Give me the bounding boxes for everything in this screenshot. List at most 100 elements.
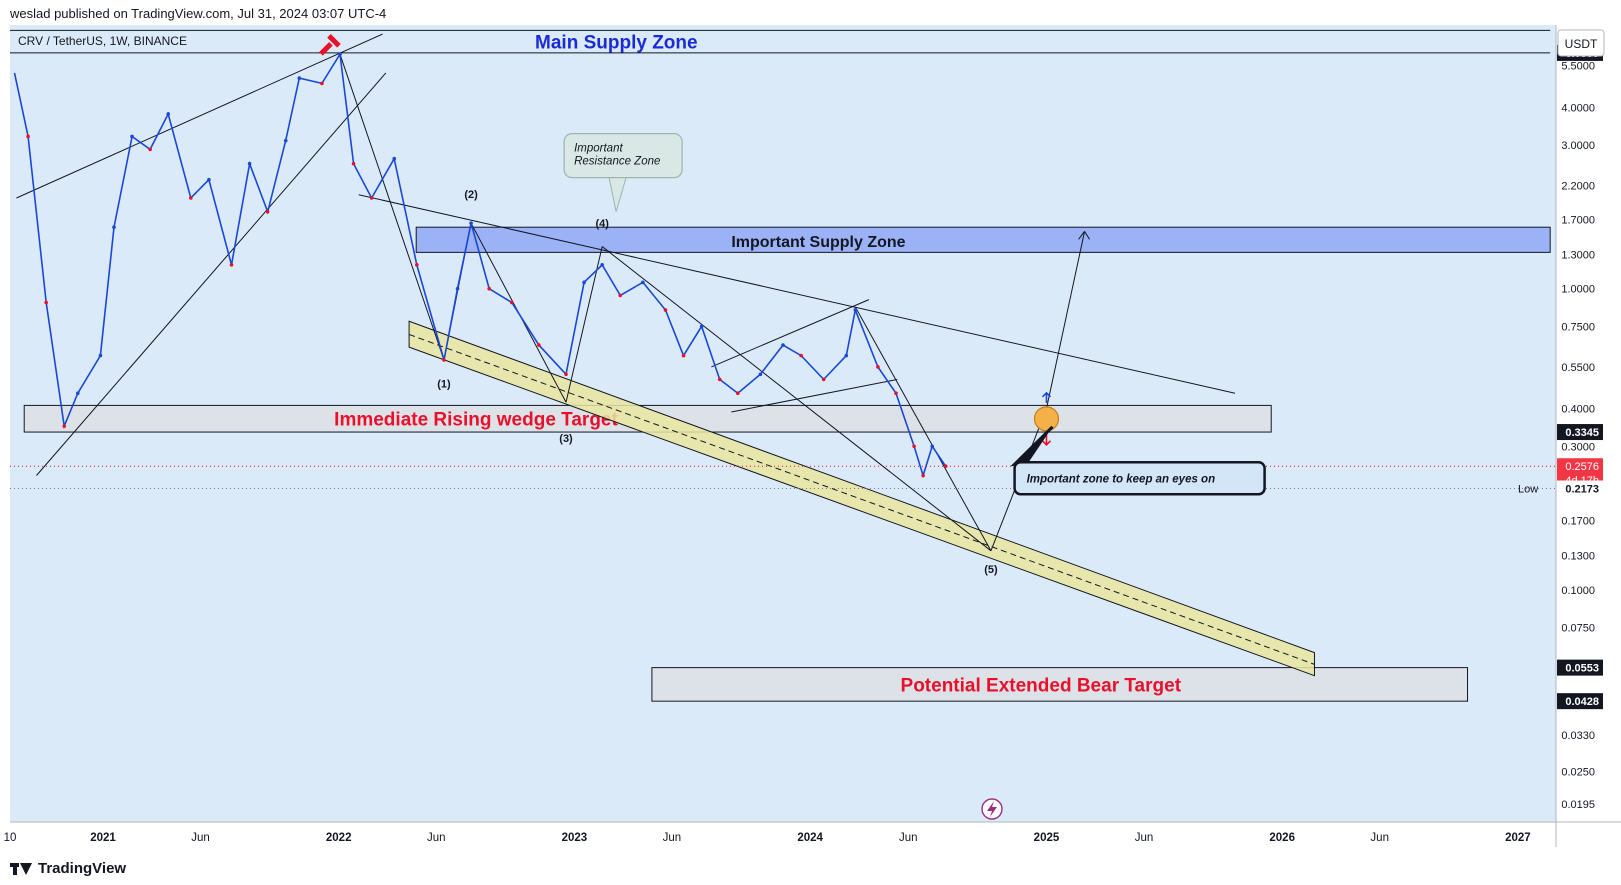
price-point	[853, 308, 858, 312]
wave-label: (3)	[559, 433, 573, 445]
trendline	[16, 33, 383, 199]
price-point	[148, 147, 152, 152]
wave-label: (5)	[984, 564, 998, 576]
price-point	[564, 372, 568, 377]
y-tick-label: 1.7000	[1561, 214, 1595, 226]
y-tick-label: 0.0195	[1561, 799, 1595, 811]
price-point	[247, 161, 252, 166]
trendline	[1045, 231, 1086, 409]
price-point	[844, 353, 849, 358]
zone-box	[651, 667, 1469, 702]
up-arrow-icon	[1041, 391, 1052, 403]
price-axis[interactable]: 5.5000 4.0000 3.0000 2.2000 1.7000 1.3000 1.00…	[1518, 44, 1603, 811]
price-point	[735, 391, 740, 396]
trendline	[854, 306, 992, 552]
y-tick-label: 0.4000	[1561, 404, 1595, 416]
callout-box	[563, 133, 683, 179]
price-point	[717, 377, 722, 382]
zones-layer: Main Supply Zone Important Supply Zone Imm…	[10, 29, 1551, 702]
price-point	[894, 391, 898, 396]
x-tick-label: Jun	[191, 832, 210, 844]
price-point	[351, 161, 356, 166]
tradingview-logo[interactable]: TradingView	[10, 860, 126, 877]
price-point	[112, 225, 116, 229]
x-tick-label: Jun	[663, 832, 682, 844]
callout-text: Resistance Zone	[574, 156, 660, 168]
price-point	[943, 464, 948, 469]
descending-channel	[408, 320, 1315, 677]
price-point	[663, 308, 668, 312]
price-point	[166, 112, 171, 116]
callout-box	[1013, 461, 1266, 496]
price-tag-label: 0.3345	[1565, 427, 1599, 439]
x-tick-label: Jun	[427, 832, 446, 844]
trendline	[565, 246, 603, 403]
trendline	[339, 54, 445, 361]
price-point	[320, 81, 324, 86]
projection-arrowhead	[1078, 231, 1091, 240]
zone-label: Potential Extended Bear Target	[901, 675, 1182, 696]
price-layer	[10, 51, 1556, 490]
price-point	[799, 353, 803, 358]
y-tick-label: 0.3000	[1561, 441, 1595, 453]
x-tick-label: 2024	[797, 832, 823, 844]
price-tag	[1557, 659, 1603, 676]
price-point	[26, 134, 30, 139]
y-tick-label: 0.1000	[1561, 585, 1595, 597]
price-point	[62, 424, 67, 428]
price-point	[455, 286, 460, 291]
price-point	[283, 138, 288, 143]
price-point	[618, 293, 623, 298]
price-point	[641, 280, 645, 285]
y-tick-label: 3.0000	[1561, 140, 1595, 152]
down-arrow-icon	[1041, 434, 1052, 446]
x-tick-label: 2021	[90, 832, 116, 844]
x-tick-label: 2027	[1505, 832, 1531, 844]
y-tick-label: 5.5000	[1561, 61, 1595, 73]
time-axis[interactable]: 10 2021 Jun 2022 Jun 2023 Jun 2024 Jun 2025 Jun 202…	[4, 832, 1531, 844]
zone-box	[415, 226, 1551, 253]
y-tick-label: 0.0330	[1561, 730, 1595, 742]
price-point	[130, 134, 134, 139]
callout-tail	[608, 177, 627, 212]
y-tick-label: 0.0250	[1561, 767, 1595, 779]
y-tick-label: 0.7500	[1561, 321, 1595, 333]
price-point	[582, 280, 586, 285]
trendline	[731, 378, 898, 413]
y-tick-label: 1.3000	[1561, 249, 1595, 261]
replay-icon[interactable]	[981, 798, 1003, 820]
tradingview-logo-text: TradingView	[38, 860, 127, 877]
currency-button[interactable]: USDT	[1557, 29, 1605, 57]
price-point	[600, 263, 604, 267]
price-point	[44, 300, 48, 305]
x-tick-label: Jun	[899, 832, 918, 844]
trendline	[358, 194, 1236, 394]
current-price-label: 0.2576	[1565, 461, 1599, 473]
price-tag	[1557, 693, 1603, 710]
price-point	[758, 372, 763, 377]
wave-label: (1)	[437, 379, 451, 391]
y-tick-label: 4.0000	[1561, 102, 1595, 114]
zone-label: Main Supply Zone	[535, 33, 698, 54]
y-tick-label: 2.2000	[1561, 181, 1595, 193]
chart-title: CRV / TetherUS, 1W, BINANCE	[18, 34, 187, 48]
price-point	[338, 52, 342, 57]
price-tag-label: 0.0553	[1565, 663, 1599, 675]
price-point	[392, 156, 397, 161]
x-tick-label: 10	[4, 832, 17, 844]
wave-label: (4)	[595, 218, 609, 230]
channel-midline	[408, 333, 1315, 665]
x-tick-label: 2022	[326, 832, 352, 844]
price-point	[265, 209, 270, 214]
x-tick-label: Jun	[1370, 832, 1389, 844]
publisher-line: weslad published on TradingView.com, Jul…	[10, 6, 387, 21]
low-tag	[1557, 480, 1603, 497]
price-point	[98, 353, 103, 358]
price-point	[76, 391, 80, 396]
x-tick-label: 2025	[1034, 832, 1060, 844]
low-tag-label: 0.2173	[1565, 484, 1599, 496]
x-tick-label: Jun	[1135, 832, 1154, 844]
x-tick-label: 2023	[562, 832, 588, 844]
y-tick-label: 0.1300	[1561, 551, 1595, 563]
